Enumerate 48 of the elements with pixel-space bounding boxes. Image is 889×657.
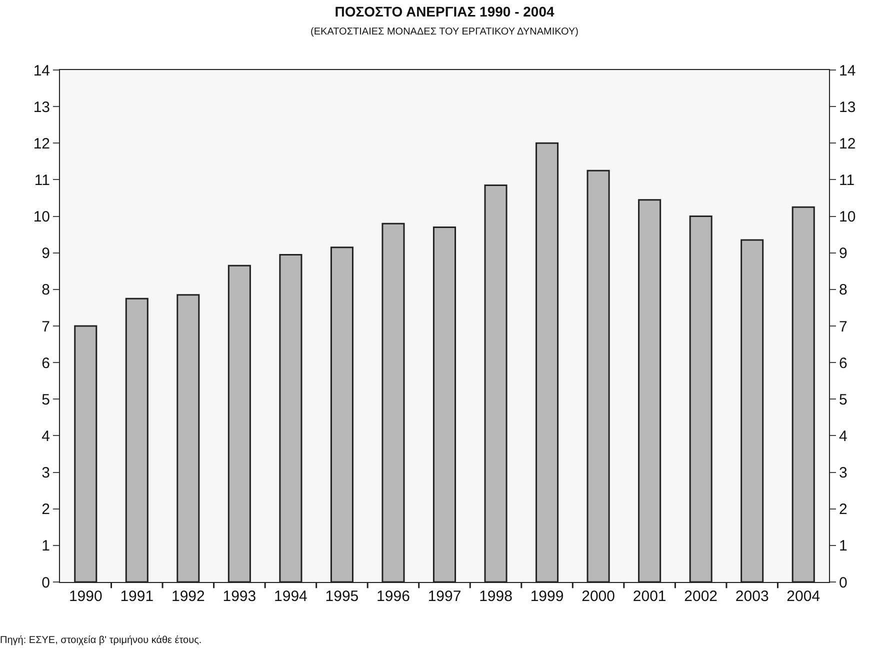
y2-tick-label: 14 <box>839 62 856 80</box>
y2-tick-label: 7 <box>839 318 848 336</box>
y2-tick-label: 11 <box>839 172 855 189</box>
x-tick-label: 1994 <box>274 588 308 605</box>
x-tick-label: 1995 <box>325 588 359 605</box>
y-tick-label: 4 <box>42 428 50 445</box>
y-tick-label: 10 <box>33 208 50 226</box>
y-tick-label: 8 <box>42 282 50 299</box>
y-tick-label: 12 <box>33 135 50 152</box>
x-tick-label: 2002 <box>684 588 718 605</box>
text: Πηγή: ΕΣΥΕ, στοιχεία β' τριμήνου κάθε έτους. <box>0 635 202 646</box>
x-tick-label: 1999 <box>530 588 564 605</box>
y2-tick-label: 1 <box>839 538 848 555</box>
x-tick-label: 2004 <box>786 588 820 605</box>
y-tick-label: 1 <box>42 538 50 555</box>
y2-tick-label: 8 <box>839 282 848 299</box>
y2-tick-label: 2 <box>839 501 848 518</box>
y-tick-label: 9 <box>42 245 50 262</box>
x-tick-label: 1990 <box>68 588 102 605</box>
y2-tick-label: 13 <box>839 98 856 116</box>
x-tick-label: 2000 <box>582 588 615 605</box>
y2-tick-label: 10 <box>839 208 856 226</box>
y-tick-label: 0 <box>42 574 50 592</box>
y2-tick-label: 0 <box>839 574 848 592</box>
y-tick-label: 14 <box>33 62 50 80</box>
y-tick-label: 6 <box>42 354 50 372</box>
x-tick-label: 1993 <box>222 588 256 605</box>
y2-tick-label: 6 <box>839 354 848 372</box>
y-tick-label: 13 <box>33 98 50 116</box>
y-tick-label: 2 <box>42 501 50 518</box>
y2-tick-label: 12 <box>839 135 856 152</box>
y2-tick-label: 4 <box>839 428 848 445</box>
chart-subtitle: (ΕΚΑΤΟΣΤΙΑΙΕΣ ΜΟΝΑΔΕΣ ΤΟΥ ΕΡΓΑΤΙΚΟΥ ΔΥΝΑΜΙΚΟΥ) <box>310 26 578 38</box>
y-tick-label: 7 <box>42 318 50 336</box>
x-tick-label: 2003 <box>735 588 769 605</box>
chart-title: ΠΟΣΟΣΤΟ ΑΝΕΡΓΙΑΣ 1990 - 2004 <box>334 3 554 20</box>
x-tick-label: 1997 <box>428 588 462 605</box>
x-tick-label: 2001 <box>632 588 666 605</box>
y2-tick-label: 9 <box>839 245 848 262</box>
x-tick-label: 1992 <box>171 588 205 605</box>
x-tick-label: 1991 <box>120 588 154 605</box>
x-tick-label: 1998 <box>479 588 512 605</box>
x-tick-label: 1996 <box>376 588 410 605</box>
y-tick-label: 3 <box>42 464 50 482</box>
y2-tick-label: 5 <box>839 391 848 408</box>
y-tick-label: 11 <box>34 172 50 189</box>
y2-tick-label: 3 <box>839 464 848 482</box>
y-tick-label: 5 <box>42 391 50 408</box>
